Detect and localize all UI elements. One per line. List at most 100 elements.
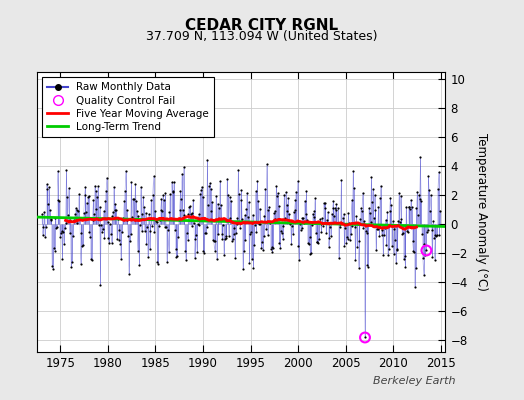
Point xyxy=(225,194,234,200)
Point xyxy=(294,243,303,250)
Point xyxy=(187,211,195,218)
Point xyxy=(385,208,394,214)
Point xyxy=(75,191,83,197)
Point xyxy=(127,179,136,185)
Point xyxy=(370,192,379,198)
Point xyxy=(377,182,385,189)
Point xyxy=(43,185,51,192)
Point xyxy=(191,254,199,261)
Point xyxy=(201,230,209,236)
Point xyxy=(45,184,53,190)
Point xyxy=(367,174,376,180)
Point xyxy=(213,200,222,207)
Point xyxy=(309,210,317,217)
Point xyxy=(272,183,280,189)
Point xyxy=(354,221,362,227)
Point xyxy=(322,229,330,236)
Point xyxy=(131,181,139,187)
Point xyxy=(412,204,421,211)
Point xyxy=(374,226,382,232)
Point xyxy=(416,154,424,160)
Point xyxy=(112,207,121,214)
Point xyxy=(361,334,369,341)
Point xyxy=(176,188,184,194)
Point xyxy=(428,227,436,234)
Point xyxy=(188,223,196,229)
Point xyxy=(133,208,141,214)
Point xyxy=(128,214,136,220)
Point xyxy=(129,196,138,202)
Point xyxy=(176,207,184,213)
Point xyxy=(354,264,363,271)
Point xyxy=(106,221,114,227)
Point xyxy=(222,235,231,242)
Point xyxy=(230,224,238,231)
Point xyxy=(364,264,373,270)
Point xyxy=(157,207,165,213)
Point xyxy=(190,220,198,226)
Point xyxy=(163,226,172,233)
Point xyxy=(419,255,427,261)
Point xyxy=(314,240,322,246)
Point xyxy=(114,216,122,223)
Point xyxy=(284,195,292,201)
Point xyxy=(264,232,272,238)
Point xyxy=(38,211,46,217)
Point xyxy=(257,245,266,251)
Point xyxy=(180,212,189,218)
Point xyxy=(199,247,208,254)
Point xyxy=(226,214,235,221)
Point xyxy=(369,215,378,221)
Point xyxy=(362,228,370,234)
Point xyxy=(394,218,402,224)
Point xyxy=(125,270,133,277)
Point xyxy=(379,252,387,258)
Point xyxy=(119,214,128,221)
Point xyxy=(61,219,70,226)
Point xyxy=(336,223,345,230)
Point xyxy=(276,245,285,251)
Point xyxy=(428,253,436,260)
Point xyxy=(57,230,65,236)
Point xyxy=(345,220,353,226)
Point xyxy=(92,206,101,212)
Point xyxy=(387,202,395,208)
Point xyxy=(307,250,315,256)
Point xyxy=(221,236,229,242)
Point xyxy=(146,228,155,234)
Point xyxy=(182,230,191,236)
Point xyxy=(103,219,112,225)
Point xyxy=(204,202,212,209)
Point xyxy=(86,234,94,240)
Point xyxy=(258,239,266,245)
Point xyxy=(435,232,444,238)
Point xyxy=(63,194,71,200)
Point xyxy=(205,183,213,189)
Point xyxy=(321,200,330,206)
Point xyxy=(126,238,134,244)
Point xyxy=(173,252,181,259)
Point xyxy=(236,225,244,232)
Point xyxy=(392,246,401,253)
Point xyxy=(434,186,442,192)
Point xyxy=(327,233,335,240)
Point xyxy=(74,208,82,214)
Point xyxy=(225,232,233,239)
Point xyxy=(401,264,410,271)
Point xyxy=(228,238,236,244)
Point xyxy=(215,205,223,212)
Point xyxy=(184,210,192,217)
Point xyxy=(264,206,272,213)
Point xyxy=(55,198,63,204)
Point xyxy=(177,196,185,202)
Point xyxy=(256,221,265,228)
Point xyxy=(346,237,354,243)
Point xyxy=(288,223,297,230)
Point xyxy=(141,210,150,216)
Point xyxy=(66,217,74,223)
Point xyxy=(310,208,319,214)
Point xyxy=(380,225,389,231)
Point xyxy=(286,221,294,227)
Point xyxy=(403,228,411,234)
Point xyxy=(324,209,332,216)
